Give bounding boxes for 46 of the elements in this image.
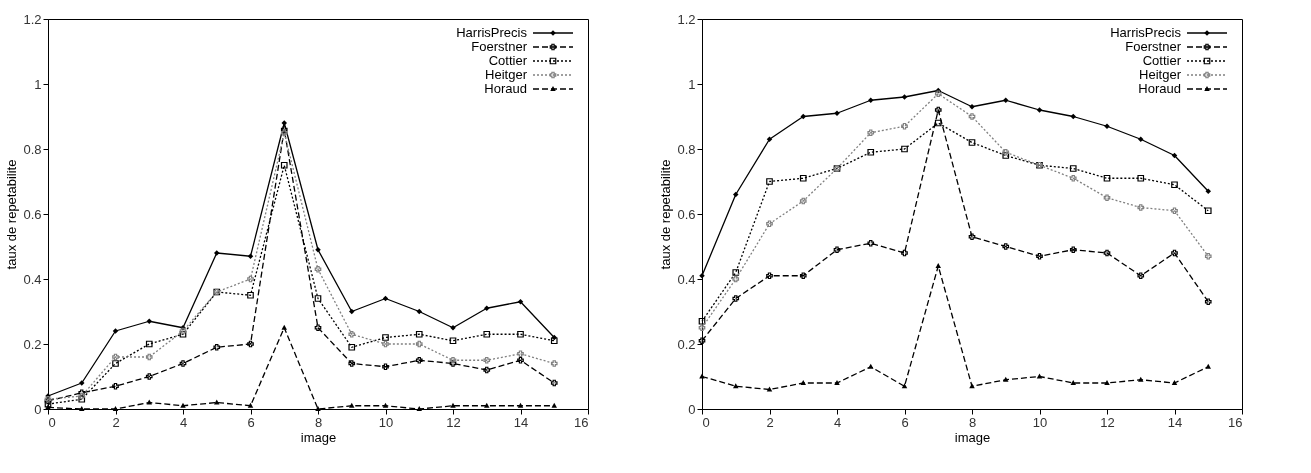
x-tick-label: 6 xyxy=(901,414,909,430)
legend-label: HarrisPrecis xyxy=(1110,25,1182,40)
legend-label: Cottier xyxy=(488,53,528,68)
legend-label: Heitger xyxy=(1139,67,1182,82)
y-tick-label: 0.6 xyxy=(23,206,42,222)
x-tick-label: 2 xyxy=(112,414,120,430)
y-axis-title: taux de repetabilite xyxy=(4,159,20,270)
legend-label: Foerstner xyxy=(471,39,528,54)
y-tick-label: 0.2 xyxy=(23,336,42,352)
y-tick-label: 1 xyxy=(688,76,696,92)
y-axis-title: taux de repetabilite xyxy=(658,159,674,270)
x-tick-label: 16 xyxy=(574,414,589,430)
y-tick-label: 0 xyxy=(688,401,696,417)
x-tick-label: 10 xyxy=(1032,414,1048,430)
x-tick-label: 14 xyxy=(1167,414,1183,430)
y-tick-label: 0.6 xyxy=(677,206,696,222)
x-tick-label: 14 xyxy=(513,414,529,430)
legend-label: HarrisPrecis xyxy=(456,25,528,40)
y-tick-label: 1.2 xyxy=(677,11,696,27)
x-tick-label: 4 xyxy=(179,414,188,430)
x-tick-label: 12 xyxy=(1100,414,1115,430)
x-tick-label: 0 xyxy=(702,414,710,430)
x-tick-label: 4 xyxy=(833,414,842,430)
x-axis-title: image xyxy=(300,429,337,445)
x-axis-title: image xyxy=(954,429,991,445)
x-tick-label: 8 xyxy=(968,414,977,430)
x-tick-label: 6 xyxy=(247,414,255,430)
legend-label: Foerstner xyxy=(1125,39,1182,54)
y-tick-label: 0.8 xyxy=(23,141,42,157)
x-tick-label: 2 xyxy=(766,414,774,430)
y-tick-label: 1 xyxy=(34,76,42,92)
y-tick-label: 0.8 xyxy=(677,141,696,157)
y-tick-label: 0.4 xyxy=(677,271,696,287)
x-tick-label: 10 xyxy=(378,414,394,430)
legend-label: Horaud xyxy=(1138,81,1181,96)
y-tick-label: 0.2 xyxy=(677,336,696,352)
legend-label: Cottier xyxy=(1142,53,1182,68)
y-tick-label: 1.2 xyxy=(23,11,42,27)
legend-label: Heitger xyxy=(485,67,528,82)
x-tick-label: 12 xyxy=(446,414,461,430)
y-tick-label: 0 xyxy=(34,401,42,417)
x-tick-label: 16 xyxy=(1228,414,1243,430)
legend-label: Horaud xyxy=(484,81,527,96)
x-tick-label: 0 xyxy=(48,414,56,430)
x-tick-label: 8 xyxy=(314,414,323,430)
y-tick-label: 0.4 xyxy=(23,271,42,287)
